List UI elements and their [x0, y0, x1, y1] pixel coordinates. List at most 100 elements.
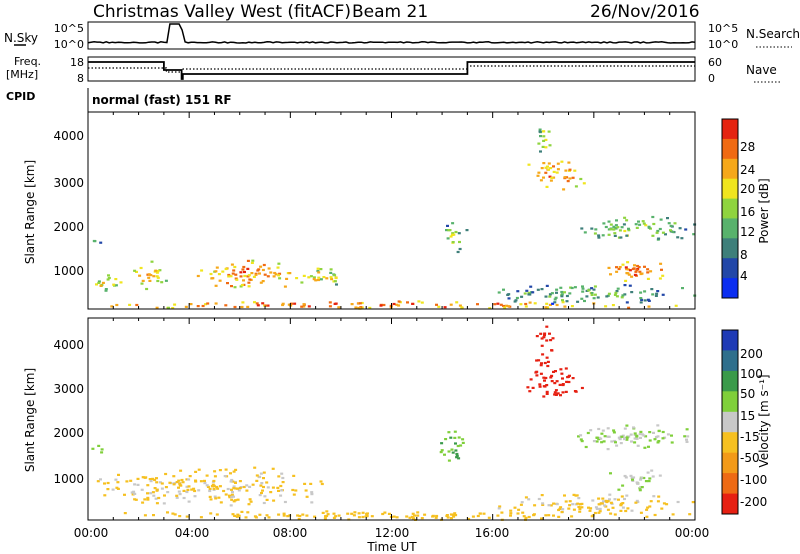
power-cell — [638, 223, 642, 226]
velocity-cell — [251, 483, 255, 486]
power-cell — [544, 171, 548, 174]
velocity-cell — [310, 501, 314, 504]
power-cell — [210, 277, 214, 280]
velocity-cell — [203, 479, 206, 482]
velocity-cell — [259, 484, 263, 487]
power-cell — [616, 226, 620, 229]
velocity-cell — [540, 344, 544, 347]
velocity-cell — [123, 493, 126, 496]
power-cell — [152, 275, 156, 278]
velocity-cell — [310, 491, 314, 494]
power-cell — [135, 303, 139, 307]
velocity-cell — [230, 493, 234, 496]
velocity-cell — [237, 489, 241, 492]
velocity-cell — [567, 380, 571, 384]
velocity-cell — [303, 482, 307, 485]
velocity-cell — [265, 481, 269, 484]
velocity-cell — [192, 487, 196, 490]
velocity-cell — [116, 481, 120, 484]
velocity-cell — [591, 514, 595, 517]
nsky-tick-bottom-right: 10^0 — [708, 38, 738, 51]
power-cell — [560, 295, 564, 298]
velocity-cell — [647, 480, 651, 483]
velocity-cell — [260, 482, 264, 485]
velocity-cell — [521, 511, 525, 514]
power-cell — [569, 286, 573, 289]
velocity-cell — [639, 486, 643, 489]
velocity-cell — [350, 512, 354, 515]
power-cell — [334, 276, 338, 280]
power-cbar-tick-28: 28 — [740, 140, 755, 154]
power-cell — [312, 278, 316, 281]
power-cell — [141, 279, 145, 282]
power-cell — [656, 229, 660, 233]
velocity-cell — [247, 503, 251, 506]
power-cell — [613, 293, 617, 296]
power-cell — [97, 280, 101, 283]
power-cell — [638, 270, 642, 273]
power-ytick-4000: 4000 — [53, 129, 84, 143]
power-cell — [201, 304, 205, 308]
velocity-panel-frame — [87, 317, 696, 521]
power-cell — [590, 287, 594, 290]
power-cell — [283, 285, 287, 288]
velocity-cell — [573, 390, 577, 393]
nsky-trace — [87, 23, 696, 44]
velocity-cell — [579, 434, 583, 437]
velocity-cell — [601, 429, 605, 432]
velocity-cell — [640, 433, 644, 436]
power-cell — [646, 277, 650, 280]
velocity-cell — [625, 436, 629, 439]
power-cell — [256, 269, 260, 272]
velocity-cell — [136, 483, 140, 486]
velocity-cell — [248, 498, 252, 501]
power-cell — [250, 261, 254, 264]
velocity-cell — [281, 476, 285, 480]
power-cell — [602, 222, 606, 225]
power-cell — [542, 135, 546, 138]
power-cell — [581, 287, 585, 290]
velocity-cell — [91, 447, 95, 450]
power-cell — [247, 274, 251, 277]
velocity-cell — [171, 512, 175, 515]
velocity-cell — [575, 494, 579, 497]
velocity-cell — [558, 507, 562, 510]
power-cell — [255, 302, 259, 305]
velocity-cell — [449, 436, 453, 439]
power-cell — [106, 278, 110, 281]
velocity-cell — [535, 359, 539, 362]
power-cell — [397, 304, 401, 307]
power-cell — [515, 296, 519, 300]
velocity-cell — [671, 513, 675, 516]
power-cell — [278, 277, 282, 280]
velocity-cell — [185, 478, 189, 481]
velocity-cell — [633, 432, 637, 435]
power-cell — [545, 284, 549, 287]
power-cell — [229, 275, 233, 278]
velocity-cell — [553, 382, 557, 385]
velocity-cell — [262, 477, 265, 480]
nave-trace — [88, 65, 695, 73]
velocity-cell — [656, 441, 660, 444]
velocity-cell — [226, 487, 230, 491]
velocity-cell — [553, 391, 557, 394]
power-cell — [626, 261, 630, 264]
velocity-cell — [619, 502, 623, 505]
velocity-cell — [197, 489, 201, 492]
velocity-cell — [592, 440, 596, 443]
velocity-cell — [160, 487, 164, 490]
velocity-cell — [416, 511, 420, 514]
nave-tick-bottom: 0 — [708, 72, 715, 85]
power-cell — [328, 301, 332, 304]
velocity-cell — [527, 498, 531, 501]
velocity-cell — [578, 510, 582, 513]
velocity-cell — [649, 500, 653, 503]
velocity-cell — [141, 476, 145, 479]
power-cell — [254, 273, 258, 276]
power-cell — [150, 260, 154, 263]
radar-title: Christmas Valley West (fitACF) — [93, 2, 351, 22]
power-cell — [529, 285, 533, 288]
power-cell — [263, 273, 267, 276]
power-cell — [277, 262, 281, 265]
power-cell — [248, 278, 252, 281]
